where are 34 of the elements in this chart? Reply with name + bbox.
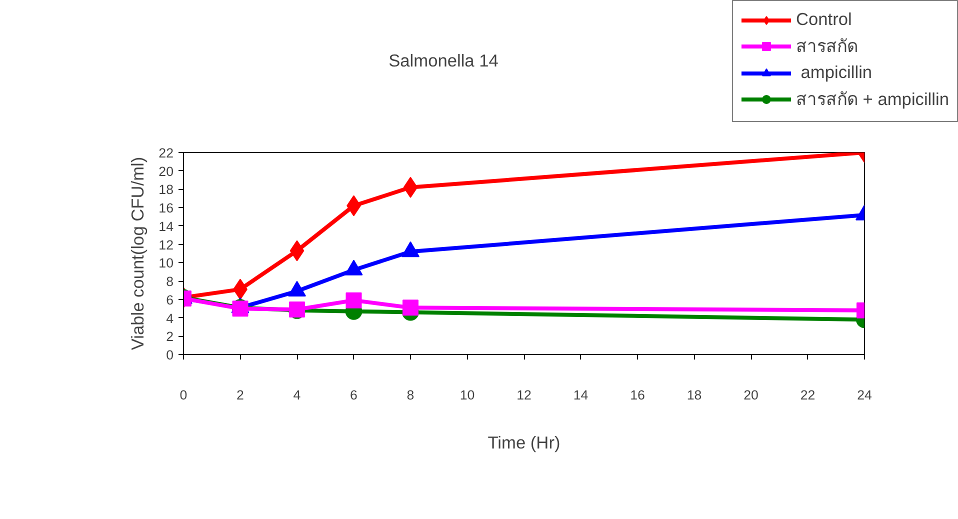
y-tick-label: 12 <box>158 237 174 252</box>
y-tick-label: 4 <box>166 310 174 326</box>
x-tick-label: 12 <box>516 388 532 402</box>
x-tick-label: 4 <box>293 388 302 402</box>
x-tick-label: 8 <box>406 388 414 402</box>
y-tick-label: 0 <box>166 348 174 362</box>
x-tick-label: 10 <box>460 388 475 402</box>
y-tick-label: 16 <box>158 200 174 216</box>
y-tick-label: 2 <box>166 329 174 344</box>
x-tick-label: 20 <box>744 388 758 402</box>
point <box>346 292 362 308</box>
x-tick-label: 6 <box>350 388 358 402</box>
legend-label: สารสกัด + ampicillin <box>796 88 949 111</box>
legend-label: ampicillin <box>800 62 872 83</box>
x-tick-label: 22 <box>800 388 816 402</box>
x-tick-label: 0 <box>180 388 188 402</box>
x-tick-label: 18 <box>686 388 702 402</box>
chart-title: Salmonella 14 <box>388 50 499 70</box>
y-tick-label: 18 <box>158 182 174 198</box>
y-axis-title: Viable count(log CFU/ml) <box>128 156 148 350</box>
y-tick-label: 10 <box>158 256 174 271</box>
y-tick-label: 8 <box>166 274 174 290</box>
y-tick-label: 6 <box>166 292 174 308</box>
x-axis-title: Time (Hr) <box>488 432 560 452</box>
y-tick-label: 20 <box>158 164 174 179</box>
legend-label: Control <box>796 9 852 30</box>
x-tick-label: 14 <box>573 388 589 402</box>
x-tick-label: 16 <box>630 388 645 402</box>
x-tick-label: 24 <box>857 388 872 402</box>
y-tick-label: 22 <box>158 146 174 160</box>
y-tick-label: 14 <box>158 218 174 234</box>
x-tick-label: 2 <box>236 388 244 402</box>
point <box>402 300 418 316</box>
legend-label: สารสกัด <box>796 35 858 58</box>
